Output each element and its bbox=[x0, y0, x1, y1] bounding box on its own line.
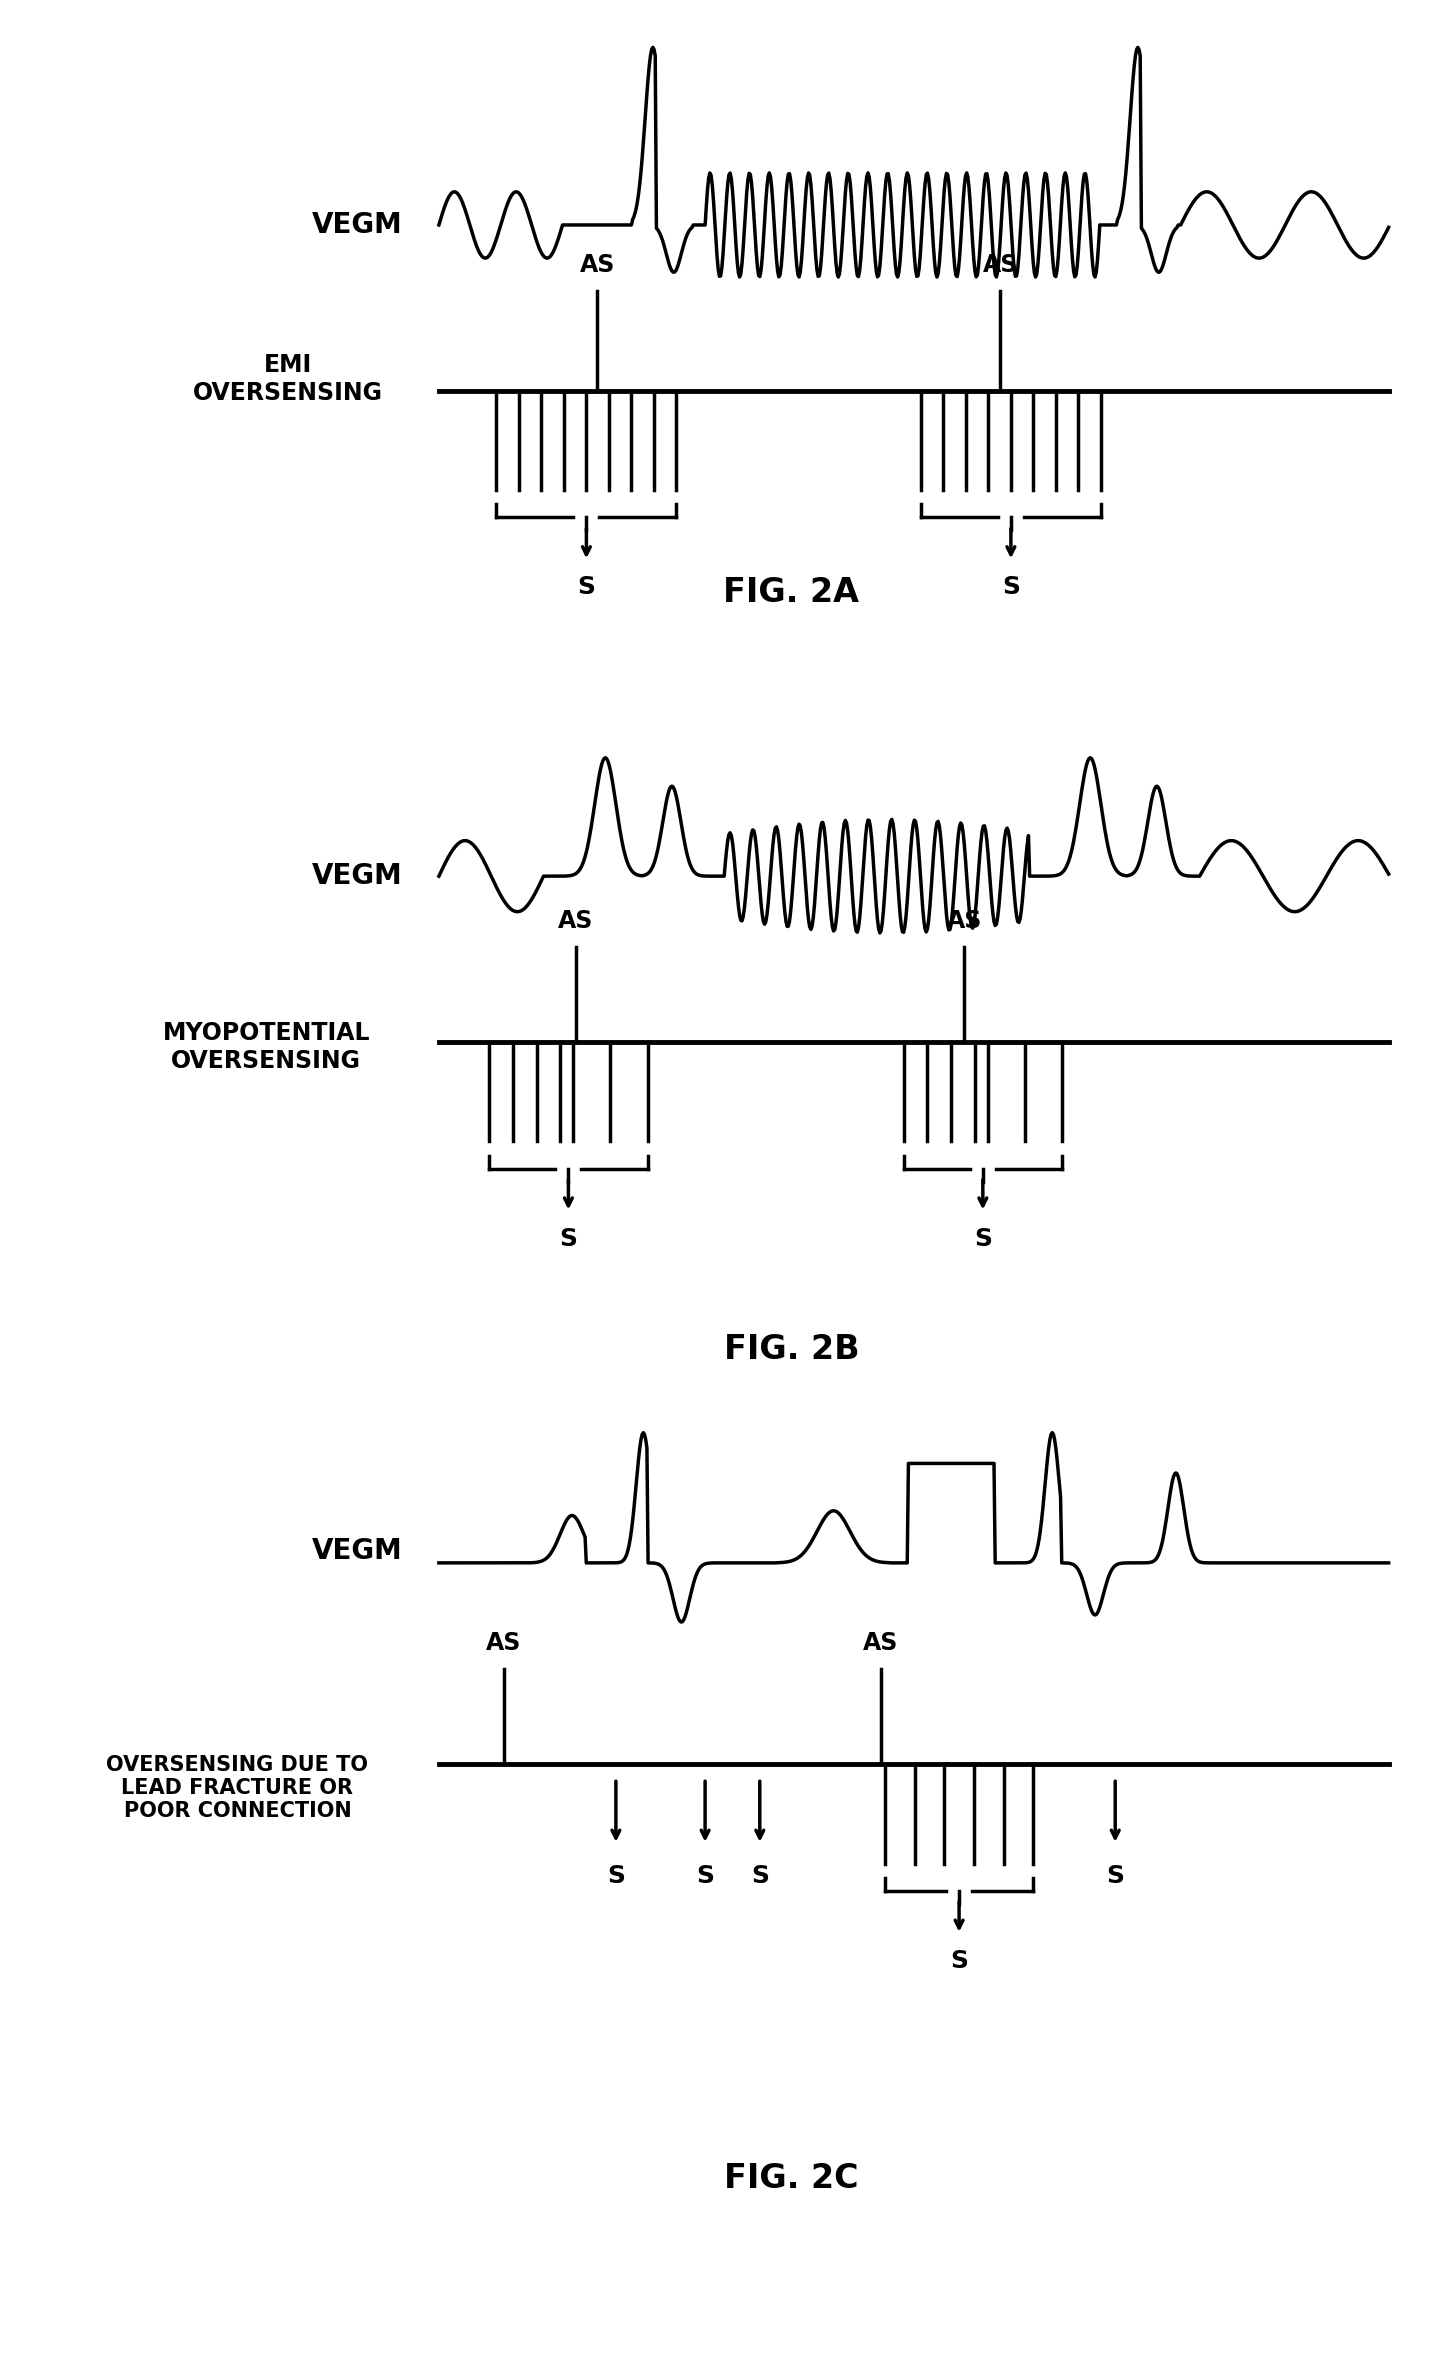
Text: S: S bbox=[560, 1227, 577, 1250]
Text: AS: AS bbox=[486, 1632, 521, 1655]
Text: FIG. 2C: FIG. 2C bbox=[724, 2162, 859, 2195]
Text: AS: AS bbox=[863, 1632, 898, 1655]
Text: FIG. 2A: FIG. 2A bbox=[724, 575, 859, 609]
Text: VEGM: VEGM bbox=[312, 862, 403, 890]
Text: MYOPOTENTIAL
OVERSENSING: MYOPOTENTIAL OVERSENSING bbox=[163, 1021, 370, 1073]
Text: VEGM: VEGM bbox=[312, 1537, 403, 1565]
Text: S: S bbox=[1107, 1864, 1124, 1887]
Text: AS: AS bbox=[580, 253, 614, 277]
Text: OVERSENSING DUE TO
LEAD FRACTURE OR
POOR CONNECTION: OVERSENSING DUE TO LEAD FRACTURE OR POOR… bbox=[106, 1755, 368, 1821]
Text: VEGM: VEGM bbox=[312, 211, 403, 239]
Text: EMI
OVERSENSING: EMI OVERSENSING bbox=[193, 353, 383, 405]
Text: S: S bbox=[751, 1864, 768, 1887]
Text: S: S bbox=[1002, 575, 1020, 599]
Text: AS: AS bbox=[947, 909, 981, 933]
Text: S: S bbox=[974, 1227, 991, 1250]
Text: AS: AS bbox=[983, 253, 1017, 277]
Text: FIG. 2B: FIG. 2B bbox=[724, 1333, 859, 1366]
Text: S: S bbox=[950, 1949, 968, 1973]
Text: S: S bbox=[607, 1864, 625, 1887]
Text: S: S bbox=[696, 1864, 714, 1887]
Text: AS: AS bbox=[558, 909, 593, 933]
Text: S: S bbox=[577, 575, 596, 599]
